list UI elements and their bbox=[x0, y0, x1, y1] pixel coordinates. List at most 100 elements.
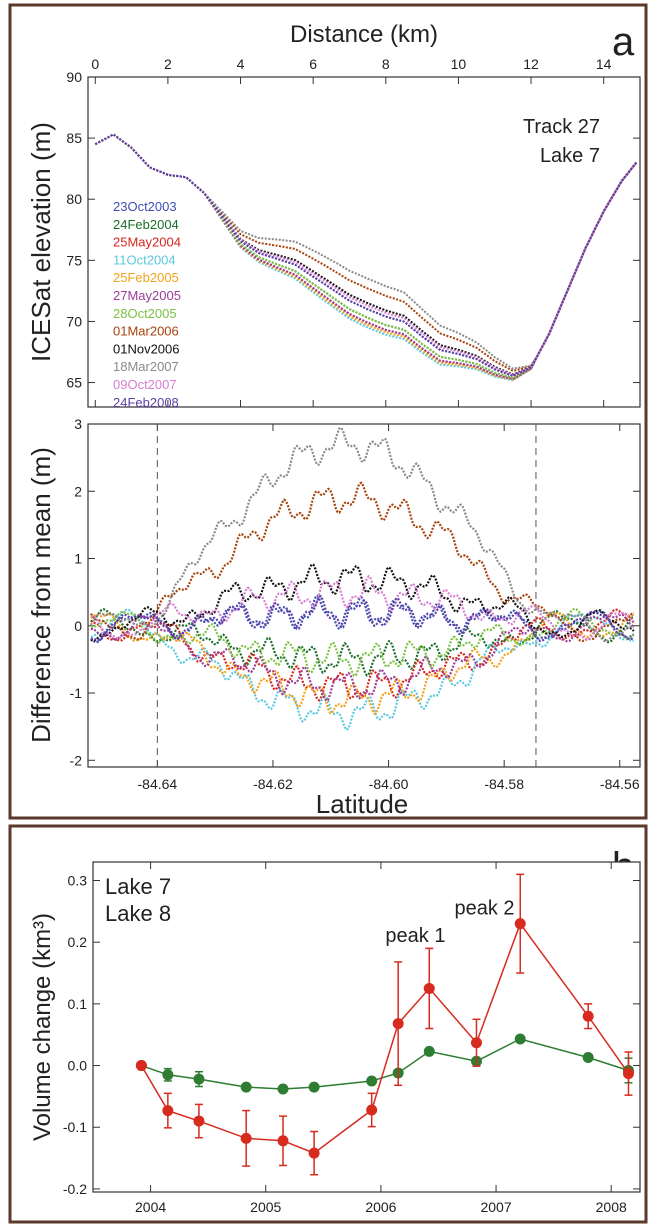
elevation-series-line bbox=[94, 133, 638, 379]
elevation-x-tick-label: 6 bbox=[309, 56, 317, 72]
elevation-x-tick-label: 14 bbox=[596, 56, 612, 72]
data-point bbox=[582, 1052, 594, 1064]
volume-y-tick-label: 0.1 bbox=[68, 996, 88, 1012]
data-point bbox=[366, 1104, 378, 1116]
legend-date: 11Oct2004 bbox=[113, 252, 176, 267]
volume-x-tick-label: 2008 bbox=[596, 1199, 627, 1215]
legend-date: 01Mar2006 bbox=[113, 324, 179, 339]
data-point bbox=[193, 1115, 205, 1127]
volume-x-tick-label: 2006 bbox=[365, 1199, 396, 1215]
difference-y-tick-label: 0 bbox=[74, 618, 82, 634]
data-point bbox=[135, 1060, 147, 1072]
difference-x-tick-label: -84.56 bbox=[600, 776, 640, 792]
difference-y-tick-label: -2 bbox=[70, 752, 83, 768]
panel-label-a: a bbox=[612, 20, 635, 64]
difference-y-tick-label: 3 bbox=[74, 416, 82, 432]
data-point bbox=[514, 1033, 526, 1045]
elevation-y-tick-label: 90 bbox=[66, 69, 82, 85]
data-point bbox=[514, 918, 526, 930]
data-point bbox=[277, 1135, 289, 1147]
track-annotation: Track 27 bbox=[523, 116, 600, 138]
elevation-x-tick-label: 2 bbox=[164, 56, 172, 72]
data-point bbox=[392, 1018, 404, 1030]
difference-y-axis-label: Difference from mean (m) bbox=[26, 447, 56, 743]
elevation-y-tick-label: 85 bbox=[66, 130, 82, 146]
elevation-x-axis-label: Distance (km) bbox=[290, 21, 438, 48]
data-point bbox=[366, 1075, 378, 1087]
volume-y-tick-label: 0.0 bbox=[68, 1058, 88, 1074]
volume-y-axis-label: Volume change (km³) bbox=[29, 913, 56, 1141]
data-point bbox=[308, 1147, 320, 1159]
data-point bbox=[308, 1081, 320, 1093]
elevation-x-tick-label: 10 bbox=[451, 56, 467, 72]
legend-date: 01Nov2006 bbox=[113, 341, 180, 356]
legend-date: 23Oct2003 bbox=[113, 199, 177, 214]
data-point bbox=[240, 1132, 252, 1144]
difference-series-line bbox=[90, 574, 635, 641]
legend-date: 18Mar2007 bbox=[113, 359, 179, 374]
elevation-x-tick-label: 0 bbox=[91, 56, 99, 72]
volume-y-tick-label: -0.1 bbox=[63, 1119, 87, 1135]
volume-x-tick-label: 2005 bbox=[250, 1199, 281, 1215]
panel-a-frame bbox=[8, 3, 648, 820]
data-point bbox=[193, 1073, 205, 1085]
elevation-y-tick-label: 70 bbox=[66, 313, 82, 329]
legend-date: 25May2004 bbox=[113, 235, 181, 250]
legend-lake8: Lake 8 bbox=[105, 901, 171, 926]
legend-date: 09Oct2007 bbox=[113, 377, 177, 392]
elevation-plot-area bbox=[87, 76, 641, 408]
data-point bbox=[162, 1105, 174, 1117]
difference-y-tick-label: 1 bbox=[74, 551, 82, 567]
difference-x-tick-label: -84.64 bbox=[138, 776, 178, 792]
elevation-y-tick-label: 75 bbox=[66, 252, 82, 268]
elevation-x-tick-label: 4 bbox=[237, 56, 245, 72]
data-point bbox=[622, 1068, 634, 1080]
data-point bbox=[423, 1045, 435, 1057]
data-point bbox=[277, 1083, 289, 1095]
data-point bbox=[582, 1010, 594, 1022]
difference-plot-area bbox=[87, 423, 641, 768]
elevation-x-tick-label: 12 bbox=[523, 56, 539, 72]
elevation-x-tick-label: 8 bbox=[382, 56, 390, 72]
legend-date: 24Feb2008 bbox=[113, 395, 179, 410]
difference-y-tick-label: 2 bbox=[74, 483, 82, 499]
difference-x-tick-label: -84.58 bbox=[484, 776, 524, 792]
data-point bbox=[470, 1037, 482, 1049]
difference-series-line bbox=[90, 611, 635, 715]
data-point bbox=[162, 1069, 174, 1081]
legend-date: 28Oct2005 bbox=[113, 306, 177, 321]
panel-b-frame bbox=[8, 824, 648, 1224]
volume-x-tick-label: 2007 bbox=[480, 1199, 511, 1215]
difference-series-line bbox=[89, 426, 634, 643]
legend-date: 25Feb2005 bbox=[113, 270, 179, 285]
legend-date: 27May2005 bbox=[113, 288, 181, 303]
difference-series-line bbox=[90, 595, 635, 643]
peak-annotation: peak 2 bbox=[455, 897, 515, 919]
peak-annotation: peak 1 bbox=[385, 925, 445, 947]
volume-y-tick-label: 0.3 bbox=[68, 873, 88, 889]
volume-y-tick-label: 0.2 bbox=[68, 934, 88, 950]
volume-plot-area bbox=[92, 861, 641, 1193]
difference-x-tick-label: -84.62 bbox=[253, 776, 293, 792]
difference-series-line bbox=[90, 481, 635, 643]
volume-plot: Volume change (km³) Lake 7 Lake 8 2004 20… bbox=[29, 861, 641, 1215]
difference-series-line bbox=[90, 563, 635, 642]
legend-date: 24Feb2004 bbox=[113, 217, 179, 232]
volume-x-tick-label: 2004 bbox=[135, 1199, 166, 1215]
elevation-y-tick-label: 65 bbox=[66, 375, 82, 391]
difference-series-line bbox=[90, 608, 635, 677]
latitude-axis-label: Latitude bbox=[316, 789, 409, 819]
difference-series-line bbox=[90, 608, 634, 732]
data-point bbox=[240, 1081, 252, 1093]
elevation-y-axis-label: ICESat elevation (m) bbox=[26, 122, 56, 362]
elevation-plot: Distance (km) ICESat elevation (m) Track… bbox=[26, 21, 641, 410]
data-point bbox=[423, 982, 435, 994]
legend-lake7: Lake 7 bbox=[105, 874, 171, 899]
difference-x-tick-label: -84.60 bbox=[369, 776, 409, 792]
volume-y-tick-label: -0.2 bbox=[63, 1181, 87, 1197]
elevation-y-tick-label: 80 bbox=[66, 191, 82, 207]
difference-plot: Difference from mean (m) Latitude -84.64… bbox=[26, 416, 641, 819]
lake-annotation: Lake 7 bbox=[540, 145, 600, 167]
difference-y-tick-label: -1 bbox=[70, 685, 83, 701]
